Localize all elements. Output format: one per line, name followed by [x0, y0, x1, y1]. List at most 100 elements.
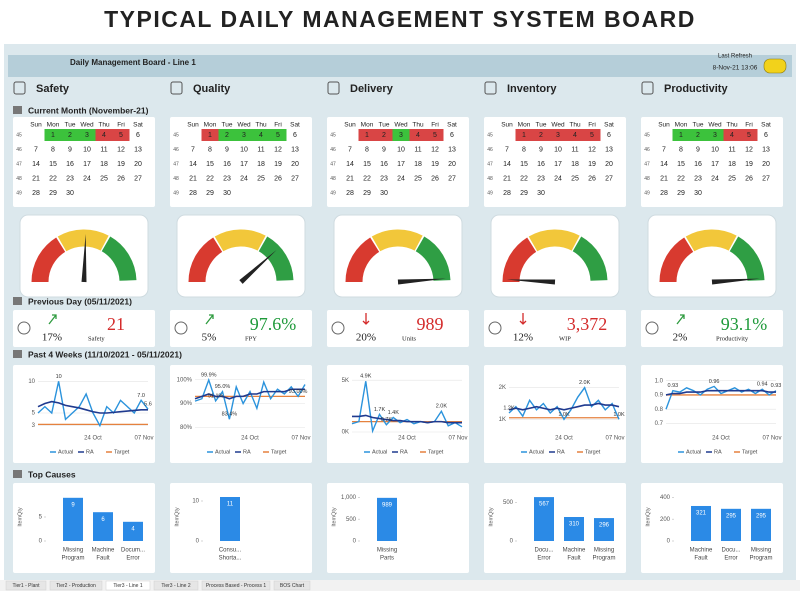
weekday-label: Sat	[604, 122, 614, 129]
gauge-needle	[81, 234, 87, 283]
tab[interactable]	[5, 580, 47, 591]
data-annotation: 99.9%	[201, 372, 217, 378]
tab-label[interactable]: Tier2 - Production	[56, 583, 96, 589]
day-number: 19	[745, 161, 753, 168]
category-label: Missing	[63, 548, 83, 554]
y-tick-label: 0.8	[655, 407, 664, 413]
week-number: 49	[173, 190, 179, 196]
day-number: 3	[556, 132, 560, 139]
section-previous-day: Previous Day (05/11/2021)	[13, 296, 132, 306]
tab[interactable]	[273, 580, 311, 591]
week-number: 45	[644, 132, 650, 138]
kpi-icon	[331, 321, 345, 335]
section-current-month: Current Month (November-21)	[13, 105, 149, 115]
y-tick-label: 5	[39, 515, 43, 521]
tab[interactable]	[49, 580, 103, 591]
category-label: Program	[749, 556, 772, 562]
day-status	[740, 129, 758, 141]
y-tick-label: 0	[39, 539, 43, 545]
kpi-label: Productivity	[716, 335, 749, 342]
weekday-label: Sat	[133, 122, 143, 129]
bar	[377, 497, 397, 541]
bar	[93, 512, 113, 541]
bar	[220, 497, 240, 541]
tab-label[interactable]: Tier1 - Plant	[12, 583, 40, 589]
day-status	[689, 129, 707, 141]
day-number: 22	[520, 175, 528, 182]
kpi-arrow	[362, 313, 370, 325]
weekday-label: Tue	[222, 122, 233, 129]
tab-label[interactable]: Tier3 - Line 2	[161, 583, 190, 589]
day-number: 29	[363, 190, 371, 197]
section-label: Past 4 Weeks (11/10/2021 - 05/11/2021)	[28, 349, 182, 359]
weekday-label: Tue	[65, 122, 76, 129]
gauge-segment	[31, 237, 66, 283]
refresh-button[interactable]	[763, 58, 787, 74]
data-annotation: 93.00%	[289, 389, 308, 395]
data-annotation: 4.9K	[360, 374, 372, 380]
bar	[123, 521, 143, 541]
data-annotation: 0.93	[668, 383, 679, 389]
day-number: 29	[49, 190, 57, 197]
ra-line	[508, 402, 620, 411]
category-label: Consu...	[219, 548, 242, 554]
day-status	[566, 129, 584, 141]
day-number: 22	[49, 175, 57, 182]
kpi-change: 12%	[513, 332, 533, 344]
tab-label[interactable]: BOS Chart	[280, 583, 305, 589]
day-number: 23	[66, 175, 74, 182]
weekday-label: Fri	[117, 122, 125, 129]
data-annotation: 95.0%	[215, 384, 231, 390]
x-tick-label: 24 Oct	[84, 436, 102, 442]
legend-label: RA	[243, 449, 251, 455]
day-number: 30	[380, 190, 388, 197]
x-tick-label: 24 Oct	[241, 436, 259, 442]
section-past-weeks: Past 4 Weeks (11/10/2021 - 05/11/2021)	[13, 349, 182, 359]
tab[interactable]	[153, 580, 199, 591]
y-tick-label: 90%	[180, 401, 193, 407]
legend-label: Actual	[215, 449, 230, 455]
legend-label: Target	[742, 449, 758, 455]
day-status	[532, 129, 550, 141]
day-number: 6	[293, 132, 297, 139]
category-label: Missing	[751, 548, 771, 554]
gauge-segment	[659, 237, 694, 283]
day-number: 25	[257, 175, 265, 182]
day-number: 17	[83, 161, 91, 168]
tab-label[interactable]: Tier3 - Line 1	[113, 583, 142, 589]
y-tick-label: 80%	[180, 425, 193, 431]
x-tick-label: 24 Oct	[555, 436, 573, 442]
day-number: 19	[274, 161, 282, 168]
y-tick-label: 1,000	[341, 495, 357, 501]
bar	[534, 497, 554, 541]
day-number: 11	[414, 146, 421, 153]
day-number: 14	[346, 161, 354, 168]
legend-label: Target	[585, 449, 601, 455]
causes-card	[484, 483, 626, 573]
refresh-time: 8-Nov-21 13:06	[713, 65, 758, 72]
kpi-value: 93.1%	[721, 314, 768, 334]
data-annotation: 1.7K	[374, 407, 386, 413]
day-number: 24	[83, 175, 91, 182]
day-number: 5	[276, 132, 280, 139]
tab[interactable]	[201, 580, 271, 591]
kpi-arrow	[676, 314, 685, 325]
category-label: Program	[592, 556, 615, 562]
causes-card	[13, 483, 155, 573]
day-number: 30	[66, 190, 74, 197]
category-label: Machine	[563, 548, 586, 554]
y-tick-label: 400	[660, 495, 671, 501]
gauge-segment	[572, 236, 608, 282]
weekday-label: Tue	[536, 122, 547, 129]
day-number: 19	[117, 161, 125, 168]
day-number: 22	[206, 175, 214, 182]
y-tick-label: 0	[667, 539, 671, 545]
section-name: Inventory	[507, 83, 557, 95]
y-tick-label: 500	[346, 517, 357, 523]
weekday-label: Fri	[274, 122, 282, 129]
tab-label[interactable]: Process Based - Process 1	[206, 583, 267, 589]
tab-bar	[0, 580, 800, 591]
tab[interactable]	[105, 580, 151, 591]
legend-label: Target	[271, 449, 287, 455]
